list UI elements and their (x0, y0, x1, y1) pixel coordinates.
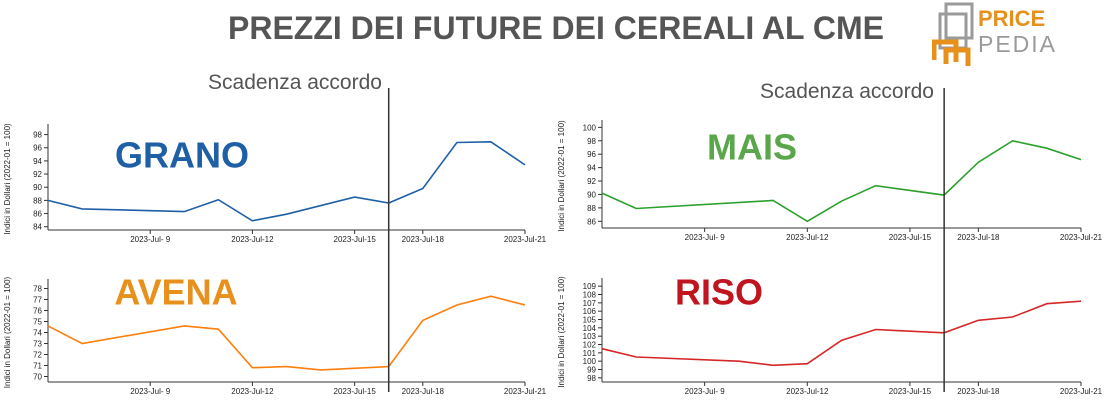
logo-mark-icon (932, 2, 974, 66)
avena-y-tick-label: 71 (33, 362, 42, 371)
mais-y-tick-label: 96 (587, 150, 596, 159)
pricepedia-logo: PRICE PEDIA (932, 2, 1057, 66)
riso-series-line (601, 300, 1082, 367)
avena-y-axis-label: Indici in Dollari (2022-01 = 100) (3, 276, 12, 388)
avena-x-tick-label: 2023-Jul-15 (334, 387, 377, 396)
riso-y-tick-label: 103 (583, 332, 597, 341)
grano-y-tick-label: 94 (33, 157, 42, 166)
grano-x-tick-label: 2023-Jul-12 (231, 235, 274, 244)
grano-x-tick-label: 2023-Jul-21 (504, 235, 547, 244)
logo-text-pedia: PEDIA (978, 31, 1057, 57)
mais-event-annotation: Scadenza accordo (760, 80, 934, 103)
grano-panel-label: GRANO (115, 135, 249, 176)
mais-x-tick-label: 2023-Jul-18 (957, 233, 1000, 242)
mais-y-tick-label: 86 (587, 217, 596, 226)
grano-x-tick-label: 2023-Jul-15 (334, 235, 377, 244)
grano-y-tick-label: 90 (33, 183, 42, 192)
riso-x-tick-label: 2023-Jul-15 (889, 387, 932, 396)
avena-y-tick-label: 77 (33, 296, 42, 305)
riso-y-tick-label: 108 (583, 291, 597, 300)
grano-y-tick-label: 98 (33, 131, 42, 140)
avena-x-tick-label: 2023-Jul-12 (231, 387, 274, 396)
riso-x-tick-label: 2023-Jul-18 (957, 387, 1000, 396)
grano-y-tick-label: 88 (33, 196, 42, 205)
avena-x-tick-label: 2023-Jul- 9 (130, 387, 171, 396)
mais-y-tick-label: 88 (587, 204, 596, 213)
avena-x-tick-label: 2023-Jul-18 (402, 387, 445, 396)
mais-y-tick-label: 90 (587, 190, 596, 199)
riso-y-tick-label: 101 (583, 349, 597, 358)
avena-y-tick-label: 72 (33, 351, 42, 360)
avena-y-tick-label: 75 (33, 318, 42, 327)
avena-x-tick-label: 2023-Jul-21 (504, 387, 547, 396)
riso-y-tick-label: 106 (583, 307, 597, 316)
mais-x-tick-label: 2023-Jul- 9 (685, 233, 726, 242)
riso-y-tick-label: 109 (583, 282, 597, 291)
riso-y-tick-label: 100 (583, 357, 597, 366)
mais-panel-label: MAIS (707, 127, 797, 168)
avena-y-tick-label: 74 (33, 329, 42, 338)
mais-y-tick-label: 92 (587, 177, 596, 186)
riso-y-axis-label: Indici in Dollari (2022-01 = 100) (557, 276, 566, 388)
grano-x-tick-label: 2023-Jul- 9 (130, 235, 171, 244)
mais-series-line (601, 139, 1082, 223)
grano-y-tick-label: 84 (33, 223, 42, 232)
grano-x-tick-label: 2023-Jul-18 (402, 235, 445, 244)
grano-y-tick-label: 92 (33, 170, 42, 179)
riso-y-tick-label: 105 (583, 316, 597, 325)
avena-y-tick-label: 70 (33, 373, 42, 382)
avena-y-tick-label: 73 (33, 340, 42, 349)
mais-y-axis-label: Indici in Dollari (2022-01 = 100) (557, 120, 566, 232)
grano-series-line (47, 140, 526, 222)
riso-x-tick-label: 2023-Jul-21 (1060, 387, 1103, 396)
mais-y-tick-label: 94 (587, 164, 596, 173)
mais-x-tick-label: 2023-Jul-21 (1060, 233, 1103, 242)
grano-y-tick-label: 96 (33, 144, 42, 153)
riso-panel-label: RISO (675, 272, 763, 313)
riso-y-tick-label: 98 (587, 374, 596, 383)
mais-x-tick-label: 2023-Jul-12 (786, 233, 829, 242)
grano-y-tick-label: 86 (33, 210, 42, 219)
riso-y-tick-label: 104 (583, 324, 597, 333)
riso-x-tick-label: 2023-Jul-12 (786, 387, 829, 396)
riso-y-tick-label: 107 (583, 299, 597, 308)
mais-x-tick-label: 2023-Jul-15 (889, 233, 932, 242)
avena-y-tick-label: 76 (33, 307, 42, 316)
avena-panel-label: AVENA (114, 272, 237, 313)
page-title: PREZZI DEI FUTURE DEI CEREALI AL CME (227, 10, 885, 46)
riso-y-tick-label: 99 (587, 366, 596, 375)
logo-text-price: PRICE (978, 6, 1045, 31)
mais-y-tick-label: 98 (587, 137, 596, 146)
avena-series-line (47, 295, 526, 371)
riso-y-tick-label: 102 (583, 341, 597, 350)
avena-y-tick-label: 78 (33, 285, 42, 294)
grano-y-axis-label: Indici in Dollari (2022-01 = 100) (3, 123, 12, 235)
grano-event-annotation: Scadenza accordo (208, 71, 382, 94)
riso-x-tick-label: 2023-Jul- 9 (685, 387, 726, 396)
mais-y-tick-label: 100 (583, 123, 597, 132)
